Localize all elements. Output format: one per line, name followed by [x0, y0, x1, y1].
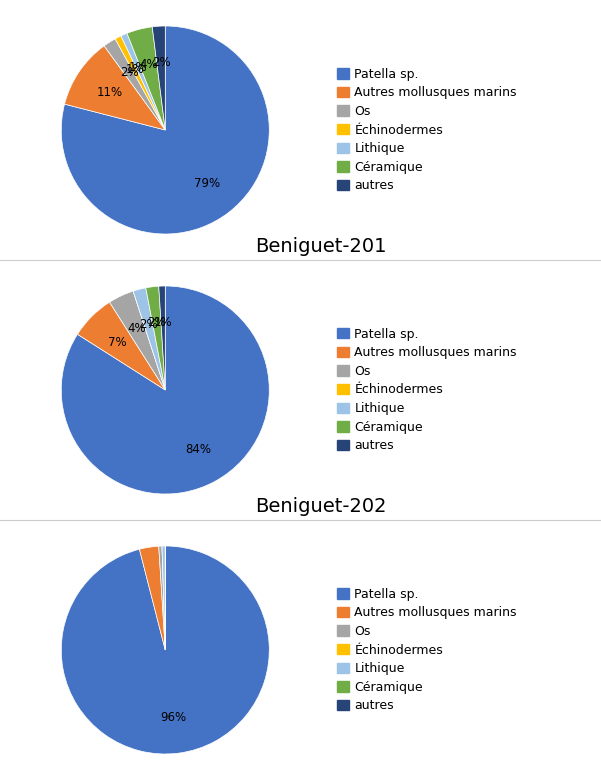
Text: 4%: 4% [127, 322, 146, 335]
Title: Beniguet-202: Beniguet-202 [255, 497, 387, 516]
Wedge shape [115, 36, 165, 130]
Wedge shape [133, 288, 165, 390]
Wedge shape [146, 286, 165, 390]
Text: 7%: 7% [108, 335, 127, 349]
Text: 2%: 2% [147, 317, 166, 329]
Legend: Patella sp., Autres mollusques marins, Os, Échinodermes, Lithique, Céramique, au: Patella sp., Autres mollusques marins, O… [337, 68, 517, 193]
Text: 1%: 1% [129, 62, 148, 74]
Legend: Patella sp., Autres mollusques marins, Os, Échinodermes, Lithique, Céramique, au: Patella sp., Autres mollusques marins, O… [337, 328, 517, 452]
Wedge shape [61, 286, 269, 494]
Text: 84%: 84% [185, 443, 211, 456]
Legend: Patella sp., Autres mollusques marins, Os, Échinodermes, Lithique, Céramique, au: Patella sp., Autres mollusques marins, O… [337, 587, 517, 712]
Wedge shape [61, 26, 269, 234]
Wedge shape [152, 26, 165, 130]
Wedge shape [104, 39, 165, 130]
Title: Beniguet-201: Beniguet-201 [255, 236, 387, 256]
Wedge shape [133, 291, 165, 390]
Wedge shape [159, 546, 165, 650]
Text: 79%: 79% [194, 177, 220, 190]
Wedge shape [78, 302, 165, 390]
Wedge shape [127, 27, 165, 130]
Text: 2%: 2% [151, 56, 170, 69]
Wedge shape [109, 291, 165, 390]
Wedge shape [121, 34, 165, 130]
Wedge shape [162, 546, 165, 650]
Text: 2%: 2% [139, 318, 158, 331]
Wedge shape [61, 546, 269, 754]
Text: 1%: 1% [154, 316, 172, 329]
Text: 2%: 2% [120, 66, 138, 80]
Wedge shape [159, 286, 165, 390]
Wedge shape [139, 546, 165, 650]
Text: 11%: 11% [96, 86, 123, 98]
Wedge shape [64, 46, 165, 130]
Text: 4%: 4% [139, 58, 158, 71]
Wedge shape [162, 546, 165, 650]
Text: 1%: 1% [125, 63, 144, 76]
Text: 96%: 96% [160, 711, 187, 724]
